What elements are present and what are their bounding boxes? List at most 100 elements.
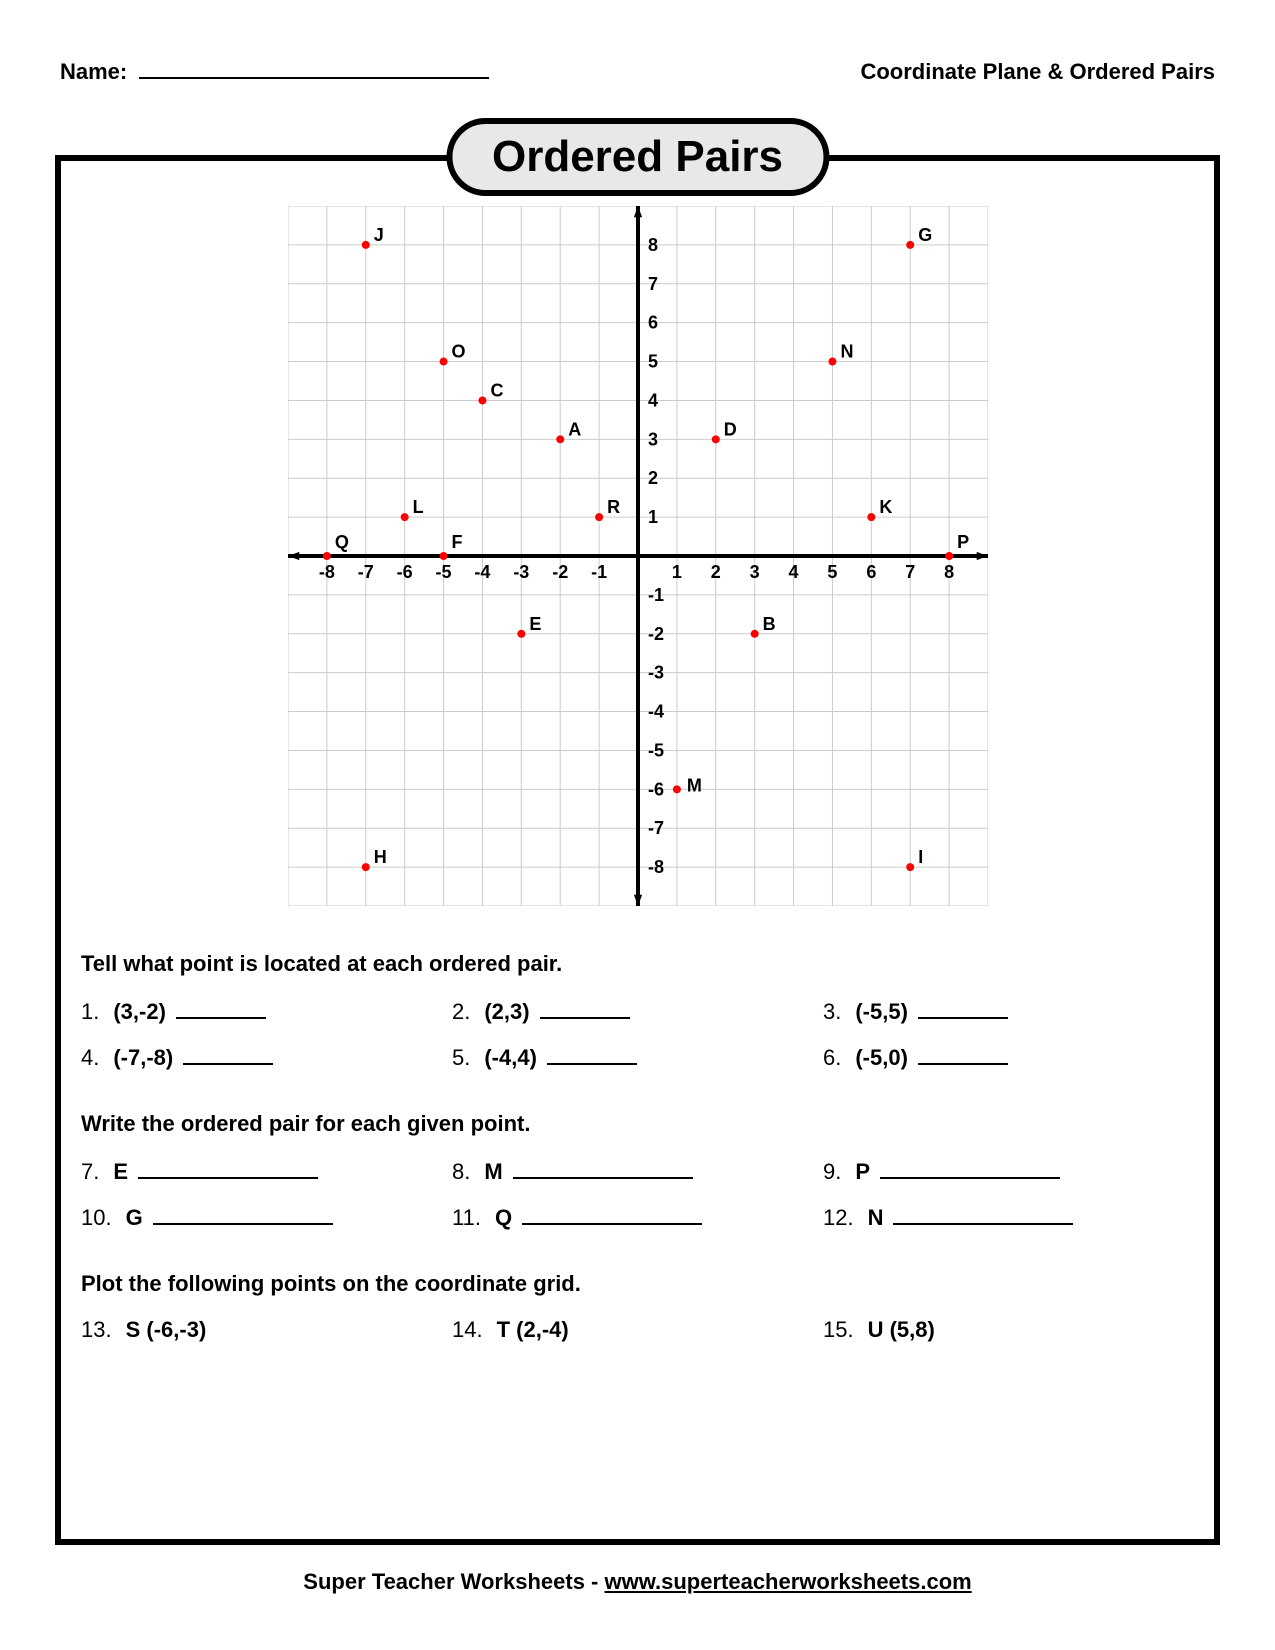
svg-text:C: C (490, 380, 503, 400)
header-row: Name: Coordinate Plane & Ordered Pairs (60, 55, 1215, 85)
svg-text:-5: -5 (435, 562, 451, 582)
answer-blank[interactable] (893, 1203, 1073, 1225)
answer-blank[interactable] (153, 1203, 333, 1225)
svg-text:R: R (607, 497, 620, 517)
question-number: 2. (452, 999, 470, 1025)
question-row: 1.(3,-2)2.(2,3)3.(-5,5) (81, 997, 1194, 1025)
svg-text:E: E (529, 614, 541, 634)
question-value: (-5,5) (855, 999, 908, 1025)
question-cell: 1.(3,-2) (81, 997, 452, 1025)
svg-text:I: I (918, 847, 923, 867)
question-number: 11. (452, 1205, 481, 1231)
question-cell: 13. S (-6,-3) (81, 1317, 452, 1343)
question-row: 4. (-7,-8) 5. (-4,4) 6.(-5,0) (81, 1043, 1194, 1071)
svg-text:1: 1 (648, 507, 658, 527)
question-number: 5. (452, 1045, 470, 1071)
question-value: S (-6,-3) (126, 1317, 207, 1343)
question-value: (2,3) (484, 999, 529, 1025)
svg-text:-7: -7 (648, 818, 664, 838)
question-value: (-5,0) (855, 1045, 908, 1071)
svg-text:-2: -2 (552, 562, 568, 582)
section1-instruction: Tell what point is located at each order… (81, 951, 1194, 977)
svg-text:-8: -8 (648, 857, 664, 877)
svg-text:-2: -2 (648, 624, 664, 644)
svg-text:O: O (451, 342, 465, 362)
question-number: 4. (81, 1045, 99, 1071)
topic-label: Coordinate Plane & Ordered Pairs (860, 59, 1215, 85)
footer-link[interactable]: www.superteacherworksheets.com (604, 1569, 971, 1594)
answer-blank[interactable] (522, 1203, 702, 1225)
svg-text:-4: -4 (648, 702, 664, 722)
question-number: 8. (452, 1159, 470, 1185)
question-cell: 8.M (452, 1157, 823, 1185)
svg-text:J: J (373, 225, 383, 245)
svg-text:4: 4 (788, 562, 798, 582)
svg-text:H: H (373, 847, 386, 867)
question-value: E (113, 1159, 128, 1185)
answer-blank[interactable] (513, 1157, 693, 1179)
svg-text:-5: -5 (648, 740, 664, 760)
svg-text:6: 6 (866, 562, 876, 582)
answer-blank[interactable] (540, 997, 630, 1019)
answer-blank[interactable] (183, 1043, 273, 1065)
svg-text:A: A (568, 419, 581, 439)
svg-text:3: 3 (648, 429, 658, 449)
answer-blank[interactable] (880, 1157, 1060, 1179)
svg-text:3: 3 (749, 562, 759, 582)
svg-text:K: K (879, 497, 892, 517)
question-cell: 6.(-5,0) (823, 1043, 1194, 1071)
question-value: (-7,-8) (113, 1045, 173, 1071)
svg-text:D: D (723, 419, 736, 439)
svg-text:-1: -1 (591, 562, 607, 582)
question-cell: 15.U (5,8) (823, 1317, 1194, 1343)
question-cell: 9.P (823, 1157, 1194, 1185)
question-number: 14. (452, 1317, 483, 1343)
question-cell: 7.E (81, 1157, 452, 1185)
page-title: Ordered Pairs (446, 118, 829, 196)
name-field[interactable]: Name: (60, 55, 489, 85)
question-number: 13. (81, 1317, 112, 1343)
svg-text:B: B (762, 614, 775, 634)
question-row: 7.E8.M9.P (81, 1157, 1194, 1185)
main-frame: -8-8-7-7-6-6-5-5-4-4-3-3-2-2-1-111223344… (55, 155, 1220, 1545)
svg-text:1: 1 (671, 562, 681, 582)
svg-text:-3: -3 (648, 663, 664, 683)
svg-text:F: F (451, 532, 462, 552)
svg-text:G: G (918, 225, 932, 245)
svg-text:-1: -1 (648, 585, 664, 605)
answer-blank[interactable] (138, 1157, 318, 1179)
question-cell: 5. (-4,4) (452, 1043, 823, 1071)
question-number: 10. (81, 1205, 112, 1231)
svg-text:2: 2 (648, 468, 658, 488)
answer-blank[interactable] (176, 997, 266, 1019)
svg-text:8: 8 (648, 235, 658, 255)
question-value: Q (495, 1205, 512, 1231)
svg-text:7: 7 (648, 274, 658, 294)
question-value: P (855, 1159, 870, 1185)
grid-svg: -8-8-7-7-6-6-5-5-4-4-3-3-2-2-1-111223344… (288, 206, 988, 906)
footer-text: Super Teacher Worksheets - (303, 1569, 604, 1594)
svg-text:-6: -6 (648, 779, 664, 799)
answer-blank[interactable] (918, 1043, 1008, 1065)
svg-text:M: M (686, 775, 701, 795)
question-cell: 4. (-7,-8) (81, 1043, 452, 1071)
svg-text:4: 4 (648, 390, 658, 410)
coordinate-grid: -8-8-7-7-6-6-5-5-4-4-3-3-2-2-1-111223344… (288, 206, 988, 906)
answer-blank[interactable] (918, 997, 1008, 1019)
question-cell: 2. (2,3) (452, 997, 823, 1025)
name-label: Name: (60, 59, 127, 84)
question-value: (-4,4) (484, 1045, 537, 1071)
svg-text:6: 6 (648, 313, 658, 333)
svg-text:-4: -4 (474, 562, 490, 582)
question-cell: 14.T (2,-4) (452, 1317, 823, 1343)
section2-instruction: Write the ordered pair for each given po… (81, 1111, 1194, 1137)
svg-text:8: 8 (944, 562, 954, 582)
question-row: 10.G11.Q12.N (81, 1203, 1194, 1231)
svg-text:L: L (412, 497, 423, 517)
answer-blank[interactable] (547, 1043, 637, 1065)
svg-text:5: 5 (827, 562, 837, 582)
svg-text:2: 2 (710, 562, 720, 582)
question-number: 12. (823, 1205, 854, 1231)
name-blank[interactable] (139, 55, 489, 79)
question-cell: 11. Q (452, 1203, 823, 1231)
